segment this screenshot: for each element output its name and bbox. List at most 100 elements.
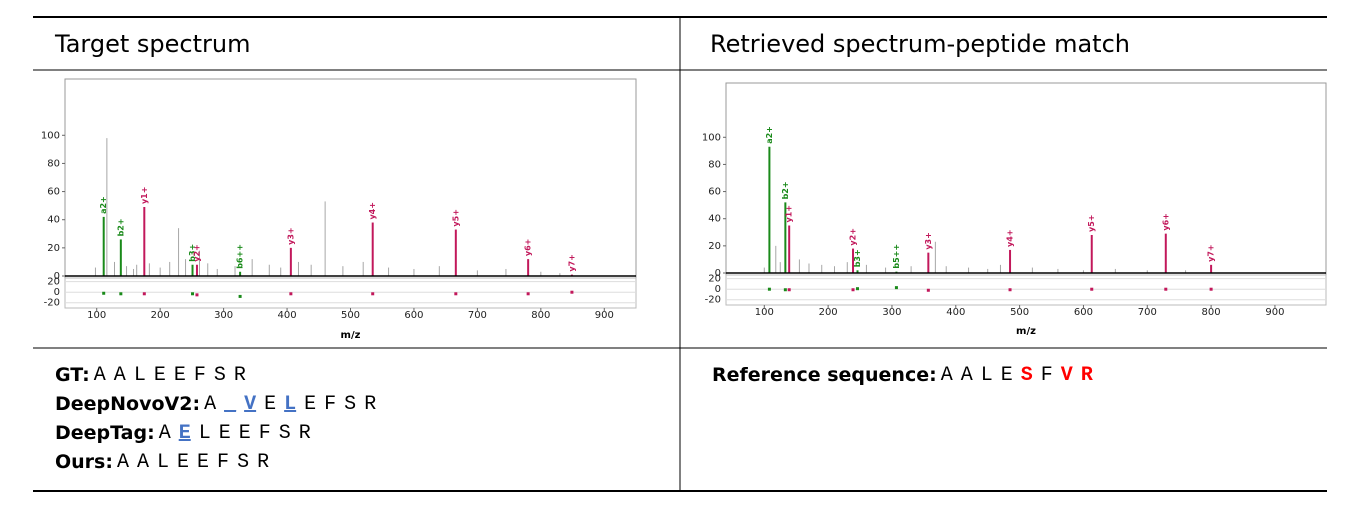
y-tick-label: 0 [54,271,60,282]
error-panel [725,274,1327,306]
x-tick-label: 400 [278,310,297,321]
sequence-line: DeepTag: A E L E E F S R [55,422,311,446]
token: A [159,422,171,445]
token: F [217,451,229,474]
token: L [199,422,211,445]
y-tick-label: 0 [715,268,721,279]
token: R [257,451,269,474]
token: F [259,422,271,445]
token: A [94,364,106,387]
y-tick-label: 20 [47,243,60,254]
error-point [926,288,930,292]
error-tick-label: 0 [54,287,60,298]
error-point [783,288,787,292]
x-tick-label: 100 [755,307,774,318]
error-point [195,293,199,297]
y-tick-label: 100 [41,130,60,141]
token: R [364,393,376,416]
x-tick-label: 100 [87,310,106,321]
error-point [767,287,771,291]
error-point [855,287,859,291]
token: S [279,422,291,445]
error-point [1164,287,1168,291]
x-axis-label: m/z [341,330,361,341]
token: E [177,451,189,474]
x-tick-label: 200 [151,310,170,321]
ion-label: b2+ [781,181,790,199]
x-axis-label: m/z [1016,326,1036,337]
highlighted-token: V [244,393,256,416]
y-tick-label: 100 [702,132,721,143]
plot-frame [64,78,637,309]
ion-label: y1+ [140,187,149,204]
ion-label: b3+ [853,249,862,267]
y-tick-label: 80 [708,159,721,170]
ion-label: b3+ [188,244,197,262]
error-point [894,286,898,290]
sequence-label: Ours: [55,451,113,473]
ion-label: y3+ [286,227,295,244]
ion-label: y4+ [1006,229,1015,246]
y-tick-label: 80 [47,158,60,169]
y-tick-label: 40 [47,215,60,226]
error-point [1090,287,1094,291]
ion-label: y4+ [368,202,377,219]
ion-label: y1+ [785,205,794,222]
sequence-line: GT: A A L E E F S R [55,364,246,388]
highlighted-token: S [1021,364,1033,387]
x-tick-label: 600 [1074,307,1093,318]
x-tick-label: 500 [341,310,360,321]
token: E [174,364,186,387]
highlighted-token: R [1081,364,1093,387]
sequence-label: DeepTag: [55,422,155,444]
error-point [289,292,293,296]
token: L [981,364,993,387]
token: A [117,451,129,474]
error-point [371,292,375,296]
x-tick-label: 900 [1265,307,1284,318]
ion-label: y7+ [1207,244,1216,261]
token: A [204,393,216,416]
token: F [194,364,206,387]
y-tick-label: 60 [708,187,721,198]
sequence-line: DeepNovoV2: A _ V E L E F S R [55,393,376,417]
error-point [787,288,791,292]
ion-label: a2+ [765,126,774,144]
highlighted-token: L [284,393,296,416]
y-tick-label: 60 [47,187,60,198]
x-tick-label: 600 [404,310,423,321]
x-tick-label: 200 [819,307,838,318]
token: E [197,451,209,474]
token: A [137,451,149,474]
sequence-label: GT: [55,364,90,386]
ion-label: y2+ [192,244,201,261]
error-point [851,288,855,292]
token: L [134,364,146,387]
token: F [1041,364,1053,387]
x-tick-label: 300 [214,310,233,321]
sequence-line: Ours: A A L E E F S R [55,451,269,475]
plot-frame [725,82,1327,306]
header: Retrieved spectrum-peptide match [710,30,1130,58]
error-point [102,291,106,295]
error-point [1008,288,1012,292]
token: A [114,364,126,387]
highlighted-token: V [1061,364,1073,387]
error-point [142,292,146,296]
ion-label: y6+ [524,239,533,256]
error-point [238,294,242,298]
token: R [299,422,311,445]
error-point [570,290,574,294]
token: E [304,393,316,416]
ion-label: y6+ [1161,213,1170,230]
y-tick-label: 20 [708,241,721,252]
ion-label: b2+ [116,218,125,236]
token: S [237,451,249,474]
x-tick-label: 400 [946,307,965,318]
highlighted-token: E [179,422,191,445]
ion-label: y5+ [451,209,460,226]
token: E [154,364,166,387]
error-panel [64,277,637,309]
sequence-line: Reference sequence: A A L E S F V R [712,364,1093,388]
